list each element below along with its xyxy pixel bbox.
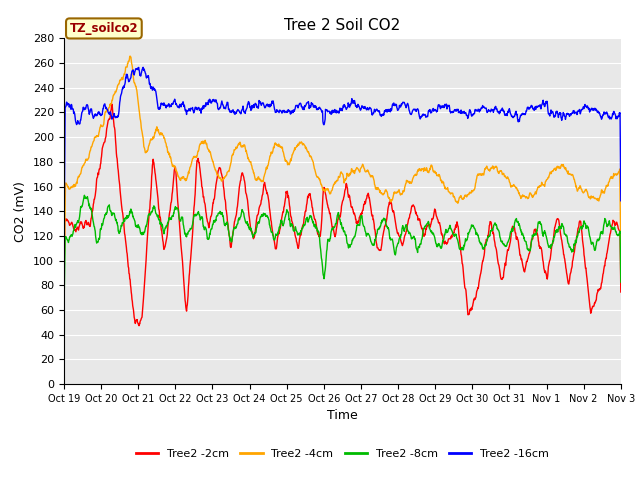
Line: Tree2 -4cm: Tree2 -4cm	[64, 56, 621, 286]
X-axis label: Time: Time	[327, 409, 358, 422]
Tree2 -8cm	[617, 279, 625, 285]
Tree2 -8cm	[378, 219, 385, 225]
Y-axis label: CO2 (mV): CO2 (mV)	[15, 181, 28, 241]
Tree2 -16cm	[308, 101, 316, 107]
Tree2 -4cm	[308, 157, 316, 163]
Tree2 -8cm	[60, 309, 68, 314]
Tree2 -4cm	[617, 244, 625, 250]
Tree2 -2cm	[308, 205, 316, 211]
Line: Tree2 -16cm: Tree2 -16cm	[64, 67, 621, 248]
Tree2 -2cm	[103, 124, 111, 130]
Tree2 -16cm	[60, 245, 68, 251]
Legend: Tree2 -2cm, Tree2 -4cm, Tree2 -8cm, Tree2 -16cm: Tree2 -2cm, Tree2 -4cm, Tree2 -8cm, Tree…	[132, 445, 553, 464]
Tree2 -16cm	[126, 77, 134, 83]
Tree2 -16cm	[318, 108, 326, 114]
Tree2 -8cm	[308, 216, 316, 222]
Tree2 -8cm	[297, 229, 305, 235]
Tree2 -4cm	[318, 184, 326, 190]
Tree2 -4cm	[126, 53, 134, 59]
Text: TZ_soilco2: TZ_soilco2	[70, 22, 138, 35]
Tree2 -4cm	[126, 54, 134, 60]
Tree2 -2cm	[378, 243, 385, 249]
Tree2 -16cm	[103, 107, 111, 112]
Tree2 -2cm	[108, 101, 116, 107]
Tree2 -4cm	[103, 108, 111, 113]
Tree2 -2cm	[617, 289, 625, 295]
Tree2 -8cm	[104, 205, 111, 211]
Tree2 -4cm	[297, 140, 305, 146]
Tree2 -4cm	[378, 191, 385, 196]
Tree2 -2cm	[297, 232, 305, 238]
Tree2 -2cm	[126, 276, 134, 282]
Tree2 -16cm	[378, 113, 385, 119]
Tree2 -4cm	[60, 283, 68, 288]
Tree2 -8cm	[81, 192, 88, 198]
Tree2 -16cm	[297, 101, 305, 107]
Line: Tree2 -2cm: Tree2 -2cm	[64, 104, 621, 326]
Tree2 -2cm	[319, 201, 326, 206]
Line: Tree2 -8cm: Tree2 -8cm	[64, 195, 621, 312]
Tree2 -2cm	[135, 323, 143, 329]
Tree2 -8cm	[126, 210, 134, 216]
Tree2 -16cm	[617, 198, 625, 204]
Tree2 -2cm	[60, 280, 68, 286]
Tree2 -16cm	[140, 64, 147, 70]
Title: Tree 2 Soil CO2: Tree 2 Soil CO2	[284, 18, 401, 33]
Tree2 -8cm	[318, 261, 326, 266]
